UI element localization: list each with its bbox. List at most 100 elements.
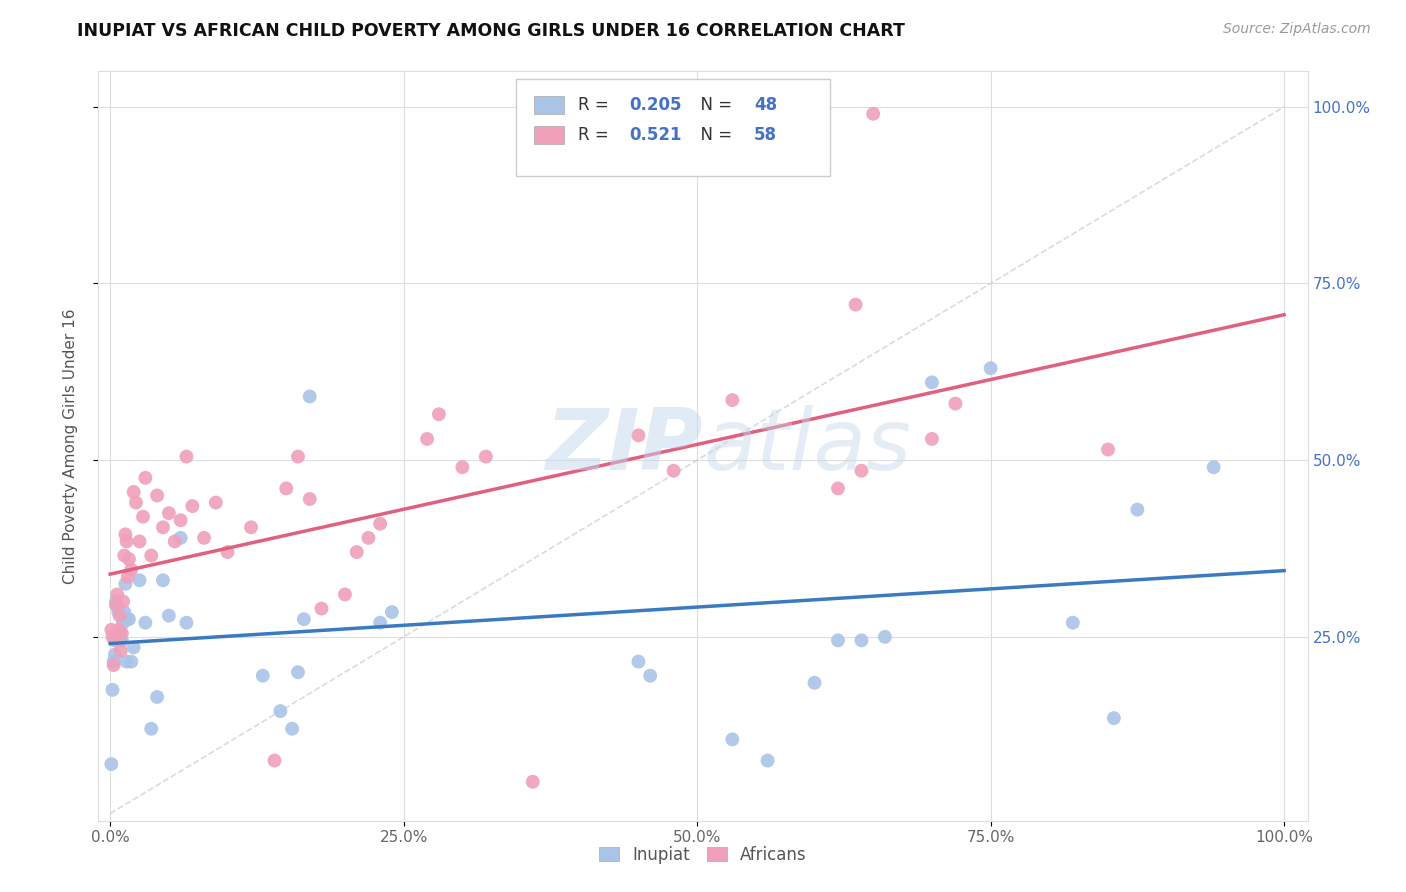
Point <box>662 464 685 478</box>
Point <box>827 482 849 496</box>
Point <box>873 630 896 644</box>
Point <box>217 545 239 559</box>
Point <box>128 574 150 588</box>
Point <box>181 499 204 513</box>
Point <box>100 757 122 772</box>
Point <box>101 630 124 644</box>
Point <box>128 534 150 549</box>
Text: R =: R = <box>578 96 614 114</box>
Point <box>134 471 156 485</box>
Point <box>152 520 174 534</box>
Point <box>176 615 198 630</box>
Point <box>115 655 138 669</box>
Point <box>163 534 186 549</box>
Point <box>112 615 135 630</box>
Text: Source: ZipAtlas.com: Source: ZipAtlas.com <box>1223 22 1371 37</box>
Point <box>112 605 135 619</box>
Point <box>108 626 131 640</box>
Point <box>252 669 274 683</box>
Point <box>118 612 141 626</box>
FancyBboxPatch shape <box>534 95 564 114</box>
Point <box>115 534 138 549</box>
Point <box>120 655 142 669</box>
Point <box>114 527 136 541</box>
Point <box>980 361 1002 376</box>
Point <box>451 460 474 475</box>
Point <box>104 633 127 648</box>
Point <box>862 107 884 121</box>
Point <box>100 623 122 637</box>
Point <box>627 428 650 442</box>
Point <box>146 690 169 704</box>
Point <box>416 432 439 446</box>
Point <box>292 612 315 626</box>
Point <box>945 396 967 410</box>
Point <box>475 450 498 464</box>
Point <box>1202 460 1225 475</box>
Point <box>105 587 128 601</box>
Point <box>117 570 139 584</box>
Point <box>638 669 661 683</box>
Point <box>240 520 263 534</box>
Point <box>122 640 145 655</box>
Point <box>522 774 544 789</box>
Point <box>111 633 134 648</box>
Point <box>1062 615 1084 630</box>
Point <box>112 549 135 563</box>
Point <box>845 298 868 312</box>
Text: atlas: atlas <box>703 404 911 488</box>
Text: R =: R = <box>578 126 614 144</box>
Point <box>298 390 321 404</box>
Point <box>152 574 174 588</box>
Point <box>346 545 368 559</box>
Point <box>107 623 129 637</box>
Point <box>132 509 155 524</box>
Point <box>103 655 125 669</box>
Point <box>827 633 849 648</box>
Point <box>120 563 142 577</box>
Point <box>114 577 136 591</box>
Point <box>368 516 391 531</box>
Point <box>281 722 304 736</box>
FancyBboxPatch shape <box>516 78 830 177</box>
Point <box>263 754 285 768</box>
Point <box>104 648 127 662</box>
Point <box>117 612 139 626</box>
Point <box>110 644 132 658</box>
Point <box>157 506 180 520</box>
Point <box>721 392 744 407</box>
Point <box>851 633 873 648</box>
Point <box>427 407 450 421</box>
Point <box>357 531 380 545</box>
Point <box>287 450 309 464</box>
Point <box>101 682 124 697</box>
Point <box>125 495 148 509</box>
Point <box>193 531 215 545</box>
Point <box>176 450 198 464</box>
Point <box>105 598 128 612</box>
Point <box>110 633 132 648</box>
Point <box>105 594 128 608</box>
Point <box>1097 442 1119 457</box>
Text: 58: 58 <box>754 126 776 144</box>
Point <box>111 626 134 640</box>
Point <box>122 485 145 500</box>
Point <box>108 608 131 623</box>
FancyBboxPatch shape <box>534 126 564 145</box>
Point <box>146 488 169 502</box>
Point <box>169 513 191 527</box>
Point <box>103 658 125 673</box>
Text: 48: 48 <box>754 96 778 114</box>
Point <box>105 598 128 612</box>
Point <box>276 482 298 496</box>
Point <box>381 605 404 619</box>
Point <box>851 464 873 478</box>
Text: 0.521: 0.521 <box>630 126 682 144</box>
Point <box>204 495 226 509</box>
Point <box>1126 502 1149 516</box>
Point <box>134 615 156 630</box>
Point <box>287 665 309 680</box>
Point <box>298 491 321 506</box>
Point <box>921 432 943 446</box>
Point <box>333 587 356 601</box>
